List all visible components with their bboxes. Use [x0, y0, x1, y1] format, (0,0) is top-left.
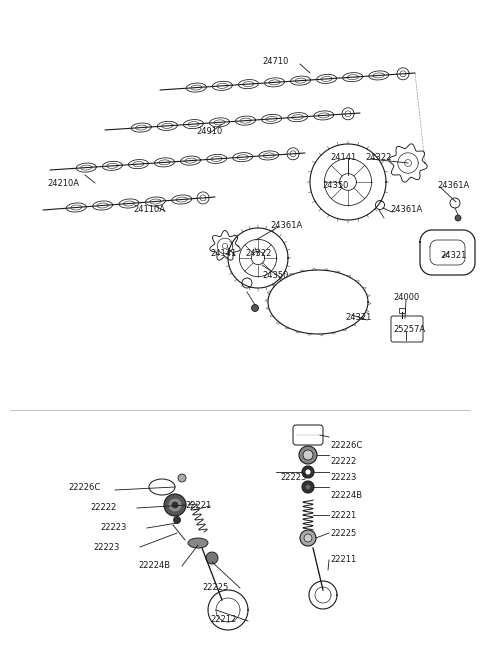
- Circle shape: [303, 450, 313, 460]
- Text: 24350: 24350: [322, 180, 348, 190]
- Circle shape: [455, 215, 461, 221]
- Text: 22212: 22212: [210, 615, 236, 625]
- Text: 24321: 24321: [440, 251, 467, 260]
- Text: 25257A: 25257A: [393, 325, 425, 335]
- FancyBboxPatch shape: [391, 316, 423, 342]
- Text: 24910: 24910: [196, 127, 222, 136]
- Text: 22211: 22211: [330, 556, 356, 565]
- Text: 24710: 24710: [262, 58, 288, 66]
- Text: 24110A: 24110A: [133, 205, 165, 215]
- Text: 22226C: 22226C: [68, 483, 100, 493]
- Text: 24350: 24350: [262, 270, 288, 279]
- Circle shape: [242, 278, 252, 288]
- Text: 22224B: 22224B: [138, 562, 170, 571]
- Circle shape: [299, 446, 317, 464]
- Circle shape: [305, 484, 311, 490]
- Text: 24322: 24322: [245, 249, 271, 258]
- Text: 24141: 24141: [330, 152, 356, 161]
- Text: 22223: 22223: [100, 523, 126, 533]
- Text: 24210A: 24210A: [47, 178, 79, 188]
- FancyBboxPatch shape: [293, 425, 323, 445]
- Circle shape: [178, 474, 186, 482]
- Circle shape: [252, 304, 259, 312]
- Circle shape: [164, 494, 186, 516]
- Text: 24000: 24000: [393, 293, 419, 302]
- Text: 22225: 22225: [330, 529, 356, 537]
- Ellipse shape: [188, 538, 208, 548]
- Text: 22221: 22221: [185, 501, 211, 510]
- Circle shape: [450, 198, 460, 208]
- Text: 24322: 24322: [365, 152, 391, 161]
- Text: 22222: 22222: [90, 504, 116, 512]
- Text: 22222: 22222: [330, 457, 356, 466]
- Text: 22223: 22223: [330, 474, 356, 483]
- Text: 24141: 24141: [210, 249, 236, 258]
- Text: 22223: 22223: [93, 544, 120, 552]
- Text: 24361A: 24361A: [270, 220, 302, 230]
- Text: 24321: 24321: [345, 314, 372, 323]
- Circle shape: [302, 466, 314, 478]
- Circle shape: [169, 499, 181, 511]
- Text: 24361A: 24361A: [437, 180, 469, 190]
- Circle shape: [300, 530, 316, 546]
- Circle shape: [172, 502, 178, 508]
- Circle shape: [375, 201, 384, 209]
- Text: 22226C: 22226C: [330, 440, 362, 449]
- Text: 24361A: 24361A: [390, 205, 422, 215]
- Circle shape: [173, 516, 180, 523]
- FancyBboxPatch shape: [399, 308, 405, 313]
- Text: 22225: 22225: [202, 583, 228, 592]
- Circle shape: [304, 534, 312, 542]
- Circle shape: [302, 481, 314, 493]
- Circle shape: [206, 552, 218, 564]
- Circle shape: [305, 469, 311, 475]
- Text: 22223: 22223: [280, 474, 306, 483]
- Text: 22221: 22221: [330, 510, 356, 520]
- Ellipse shape: [149, 479, 175, 495]
- Text: 22224B: 22224B: [330, 491, 362, 499]
